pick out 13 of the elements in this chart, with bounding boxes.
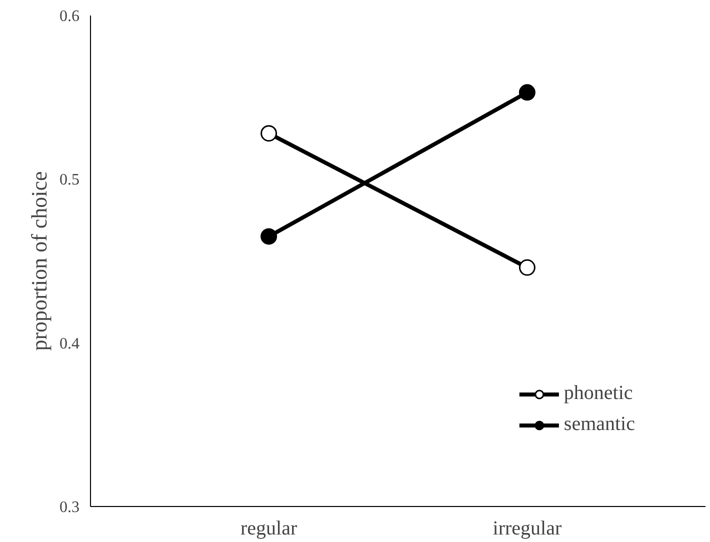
- y-axis-title: proportion of choice: [26, 171, 52, 351]
- y-tick-label: 0.3: [60, 499, 80, 516]
- x-tick-label: regular: [240, 518, 298, 540]
- y-tick-label: 0.5: [60, 172, 80, 189]
- point: [260, 125, 278, 142]
- y-tick-label: 0.4: [60, 335, 80, 352]
- point: [518, 259, 536, 276]
- legend-label: phonetic: [564, 382, 633, 405]
- point: [260, 228, 278, 245]
- x-tick-label: irregular: [492, 518, 562, 540]
- point: [518, 84, 536, 101]
- y-tick-label: 0.6: [60, 8, 80, 25]
- legend-label: semantic: [564, 413, 635, 436]
